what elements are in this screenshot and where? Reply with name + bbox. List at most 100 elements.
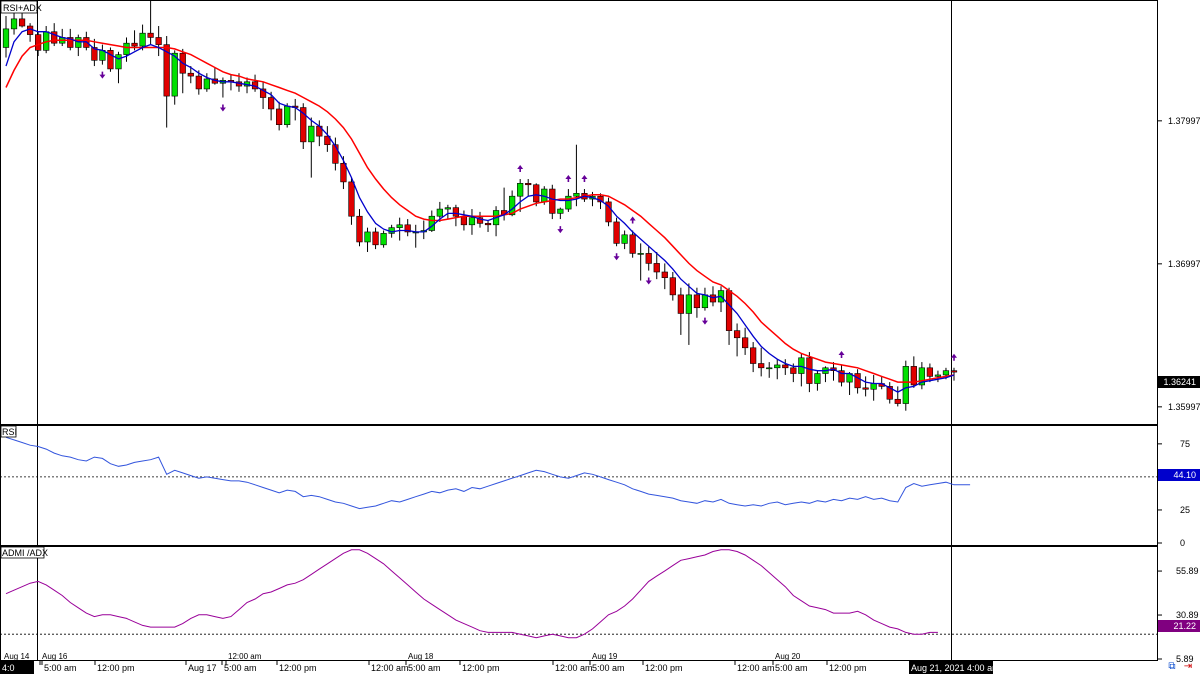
bull-candle	[468, 217, 476, 226]
up-arrow-icon	[951, 353, 957, 361]
rsi-line	[5, 436, 971, 510]
bear-candle	[332, 144, 339, 164]
bull-candle	[621, 234, 628, 244]
adx-axis: 55.89 30.89 5.89	[0, 566, 1199, 664]
bull-candle	[902, 366, 909, 404]
bear-candle	[669, 277, 676, 296]
rsi-current-value: 44.10	[1173, 470, 1196, 480]
rsi-panel-frame	[0, 425, 1158, 546]
time-tick-label: Aug 17	[188, 663, 217, 673]
bear-candle	[950, 370, 958, 373]
bull-candle	[203, 78, 210, 90]
bear-candle	[838, 370, 845, 383]
bear-candle	[276, 108, 283, 125]
adx-panel-title: ADMI /ADX	[2, 548, 48, 558]
bear-candle	[693, 294, 701, 309]
time-tick-label: 5:00 am	[44, 663, 77, 673]
bear-candle	[187, 72, 194, 77]
main-panel-frame	[0, 0, 1158, 425]
bull-candle	[870, 383, 877, 390]
bear-candle	[653, 263, 660, 273]
rsi-polyline	[5, 436, 971, 510]
adx-current-value: 21.22	[1173, 621, 1196, 631]
scroll-right-icon[interactable]: ⇥	[1183, 661, 1193, 672]
bear-candle	[854, 373, 861, 389]
bear-candle	[862, 387, 869, 390]
bull-candle	[798, 357, 805, 374]
time-tick-label: 12:00 pm	[279, 663, 317, 673]
time-tick-label: 12:00 am	[228, 652, 262, 661]
crosshair-time-tag	[909, 661, 993, 674]
bull-candle	[364, 231, 371, 243]
bear-candle	[733, 330, 741, 339]
bear-candle	[613, 221, 620, 244]
time-tick-label: Aug 18	[408, 652, 434, 661]
bear-candle	[790, 367, 797, 374]
adx-title-box	[0, 546, 45, 559]
bear-candle	[91, 47, 98, 61]
main-panel-title: RSI+ADX	[3, 3, 42, 13]
panel-frames	[0, 0, 1158, 661]
bull-candle	[766, 367, 773, 370]
rsi-tick-label: 0	[1180, 538, 1185, 548]
bear-candle	[677, 294, 684, 314]
time-tick-label: 5:00 am	[224, 663, 257, 673]
fast-ma-line	[5, 28, 955, 393]
value-tags: 1.36241 44.10 21.22	[1158, 376, 1200, 632]
bull-candle	[171, 52, 178, 97]
adx-polyline	[5, 549, 938, 639]
bull-candle	[934, 374, 942, 377]
current-price-tag	[1158, 376, 1200, 388]
down-arrow-icon	[557, 226, 564, 234]
down-arrow-icon	[645, 277, 652, 285]
bull-candle	[308, 125, 315, 143]
bull-candle	[444, 207, 451, 210]
bull-candle	[436, 208, 443, 217]
time-tick-label: Aug 14	[4, 652, 30, 661]
bear-candle	[356, 215, 363, 243]
time-tick-label: 12:00 am	[555, 663, 593, 673]
adx-tick-label: 5.89	[1176, 654, 1194, 664]
bull-candle	[701, 294, 709, 309]
time-tick-label: 5:00 am	[775, 663, 808, 673]
bear-candle	[18, 18, 26, 27]
bear-candle	[926, 367, 934, 377]
bear-candle	[35, 34, 42, 51]
bull-candle	[942, 370, 950, 376]
bull-candle	[573, 193, 580, 197]
bear-candle	[163, 44, 170, 97]
bear-candle	[452, 207, 460, 217]
rsi-value-tag	[1158, 469, 1200, 481]
bear-candle	[155, 37, 162, 45]
down-arrow-icon	[701, 317, 708, 325]
moving-averages	[5, 28, 955, 393]
up-arrow-icon	[565, 175, 572, 183]
time-tick-label: Aug 20	[775, 652, 801, 661]
down-arrow-icon	[613, 253, 620, 261]
bear-candle	[372, 231, 379, 246]
time-tick-label: Aug 19	[592, 652, 618, 661]
up-arrow-icon	[629, 216, 636, 224]
link-icon[interactable]: ⧉	[1168, 661, 1176, 672]
adx-tick-label: 55.89	[1176, 566, 1199, 576]
time-tick-label: 12:00 pm	[645, 663, 683, 673]
bear-candle	[661, 271, 668, 279]
bull-candle	[10, 18, 18, 30]
left-time-label: 4:0	[2, 663, 15, 673]
time-tick-label: 12:00 pm	[829, 663, 867, 673]
bear-candle	[782, 364, 789, 369]
rsi-panel-title: RSI	[2, 427, 17, 437]
rsi-tick-label: 75	[1180, 439, 1190, 449]
bull-candle	[75, 37, 82, 48]
bear-candle	[131, 42, 138, 47]
bull-candle	[557, 208, 564, 214]
bull-candle	[380, 233, 387, 246]
price-tick-label: 1.36997	[1168, 259, 1200, 269]
bear-candle	[709, 294, 717, 303]
time-tick-label: 5:00 am	[408, 663, 441, 673]
bear-candle	[348, 181, 355, 217]
bear-candle	[300, 107, 307, 143]
up-arrow-icon	[581, 175, 588, 183]
price-tick-label: 1.37997	[1168, 116, 1200, 126]
candlesticks	[2, 0, 958, 411]
